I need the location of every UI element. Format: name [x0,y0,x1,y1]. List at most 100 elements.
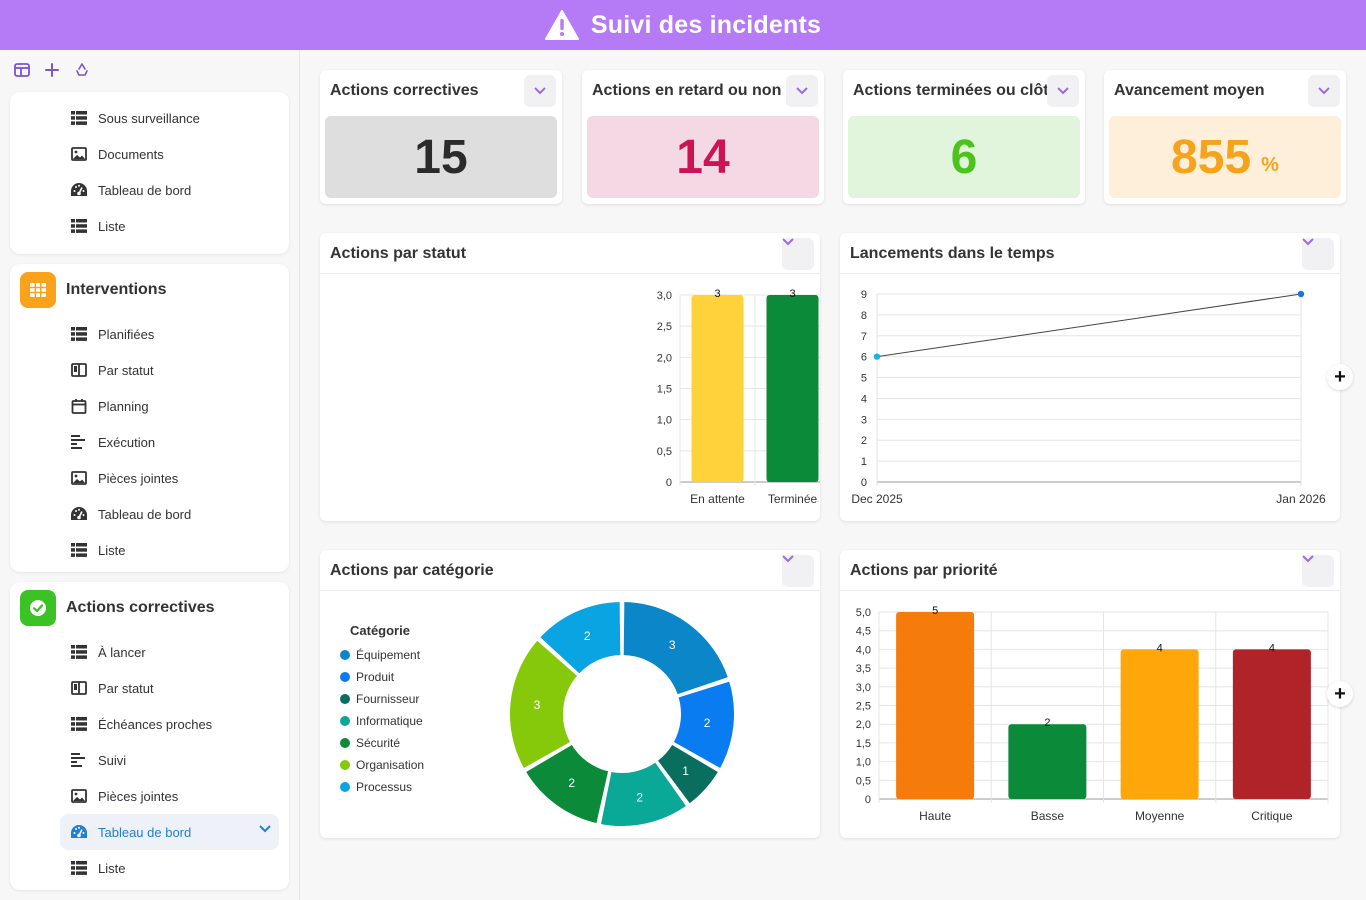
sidebar-item-label: Suivi [98,752,127,768]
table-icon [70,860,88,876]
y-tick-label: 1,0 [856,757,871,769]
sidebar-item-liste[interactable]: Liste [10,850,289,886]
sidebar-item-echeances-proches[interactable]: Échéances proches [10,706,289,742]
x-tick-label: Haute [919,809,951,823]
kpi-value: 855 [1171,130,1252,184]
x-tick-label: Basse [1031,809,1065,823]
sidebar-group-header[interactable]: Actions correctives [10,582,289,634]
data-label: 4 [1157,642,1163,654]
sidebar-item-tableau-de-bord[interactable]: Tableau de bord [10,172,289,208]
chart-menu-button[interactable] [782,555,814,587]
chevron-down-icon [796,87,808,95]
chevron-down-icon[interactable] [259,825,271,833]
legend-item[interactable]: Produit [340,670,394,684]
legend-label: Équipement [356,648,421,662]
legend-item[interactable]: Équipement [340,648,420,662]
y-tick-label: 3,0 [657,290,672,302]
x-tick-label: Dec 2025 [851,492,903,506]
table-icon [70,110,88,126]
sidebar-group-title: Interventions [66,281,167,298]
dashboard-icon [70,506,88,522]
add-widget-button[interactable]: + [1327,364,1353,390]
kanban-icon [70,362,88,378]
kpi-title: Avancement moyen [1114,82,1265,99]
chart-panel-temps: Lancements dans le temps 0 1 2 3 4 5 6 7 8 9 Dec 2… [840,233,1340,521]
kpi-title: Actions correctives [330,82,479,99]
sidebar-group-title: Actions correctives [66,599,215,616]
page-title: Suivi des incidents [590,10,822,39]
gantt-icon [70,434,88,450]
kpi-menu-button[interactable] [1047,75,1079,107]
chart-panel-statut: Actions par statut 0 0,5 1,0 1,5 2,0 2,5 3,0 3 E… [320,233,820,521]
slice-label: 2 [584,629,591,643]
legend-item[interactable]: Sécurité [340,736,400,750]
sidebar-item-label: Documents [98,146,164,162]
donut-chart-categorie: 3 2 1 2 2 3 2 [508,600,736,828]
image-icon [70,788,88,804]
slice-label: 3 [534,698,541,712]
kpi-unit: % [1261,153,1279,176]
kpi-menu-button[interactable] [786,75,818,107]
data-label: 3 [789,288,795,300]
sidebar-item-sous-surveillance[interactable]: Sous surveillance [10,100,289,136]
y-tick-label: 4,5 [856,626,871,638]
kpi-value: 6 [950,130,978,184]
kpi-card: Actions correctives 15 [320,70,562,204]
sidebar-item-label: Tableau de bord [98,506,192,522]
sidebar-item-label: Liste [98,542,126,558]
sidebar-item-a-lancer[interactable]: À lancer [10,634,289,670]
data-label: 2 [1044,717,1050,729]
sidebar-item-label: Planning [98,398,149,414]
sidebar-item-label: Tableau de bord [98,182,192,198]
sidebar-item-par-statut[interactable]: Par statut [10,352,289,388]
dashboard-icon [70,824,88,840]
legend-swatch [340,716,350,726]
pie-slice [537,600,623,676]
sidebar-item-tableau-de-bord[interactable]: Tableau de bord [10,496,289,532]
bar [766,295,819,482]
kpi-value: 15 [414,130,468,184]
chart-panel-priorite: Actions par priorité 0 0,5 1,0 1,5 2,0 2,5 3,0… [840,550,1340,838]
kpi-value: 14 [676,130,730,184]
sidebar-item-label: Pièces jointes [98,470,179,486]
chevron-down-icon [1318,87,1330,95]
layout-icon[interactable] [10,58,34,82]
legend-item[interactable]: Organisation [340,758,424,772]
y-tick-label: 2,0 [657,352,672,364]
pie-slice [508,638,580,771]
kpi-menu-button[interactable] [1308,75,1340,107]
sidebar-item-liste[interactable]: Liste [10,208,289,244]
slice-label: 2 [636,791,643,805]
sidebar-item-suivi[interactable]: Suivi [10,742,289,778]
add-icon[interactable] [40,58,64,82]
legend-item[interactable]: Fournisseur [340,692,419,706]
add-widget-button[interactable]: + [1327,681,1353,707]
sidebar-group-header[interactable]: Interventions [10,264,289,316]
data-label: 5 [932,605,938,617]
warning-icon [544,10,579,40]
sidebar-item-tableau-de-bord[interactable]: Tableau de bord [60,814,279,850]
sidebar-item-pieces-jointes[interactable]: Pièces jointes [10,460,289,496]
legend-label: Fournisseur [356,692,420,706]
sidebar-item-execution[interactable]: Exécution [10,424,289,460]
y-tick-label: 0 [865,794,871,806]
sidebar-item-par-statut[interactable]: Par statut [10,670,289,706]
sidebar-item-documents[interactable]: Documents [10,136,289,172]
y-tick-label: 2,0 [856,719,871,731]
chart-menu-button[interactable] [1302,238,1334,270]
chart-menu-button[interactable] [1302,555,1334,587]
recycle-icon[interactable] [70,58,94,82]
sidebar-item-planifiees[interactable]: Planifiées [10,316,289,352]
legend-label: Produit [356,670,395,684]
legend-item[interactable]: Informatique [340,714,423,728]
sidebar-item-pieces-jointes[interactable]: Pièces jointes [10,778,289,814]
legend-item[interactable]: Processus [340,780,412,794]
line-chart-temps: 0 1 2 3 4 5 6 7 8 9 Dec 2025 Jan 2026 [851,289,1326,506]
sidebar-item-planning[interactable]: Planning [10,388,289,424]
grid-icon [20,272,56,308]
chart-menu-button[interactable] [782,238,814,270]
kpi-menu-button[interactable] [524,75,556,107]
chart-title: Actions par catégorie [330,562,494,579]
kpi-card: Avancement moyen 855 % [1104,70,1346,204]
sidebar-item-liste[interactable]: Liste [10,532,289,568]
